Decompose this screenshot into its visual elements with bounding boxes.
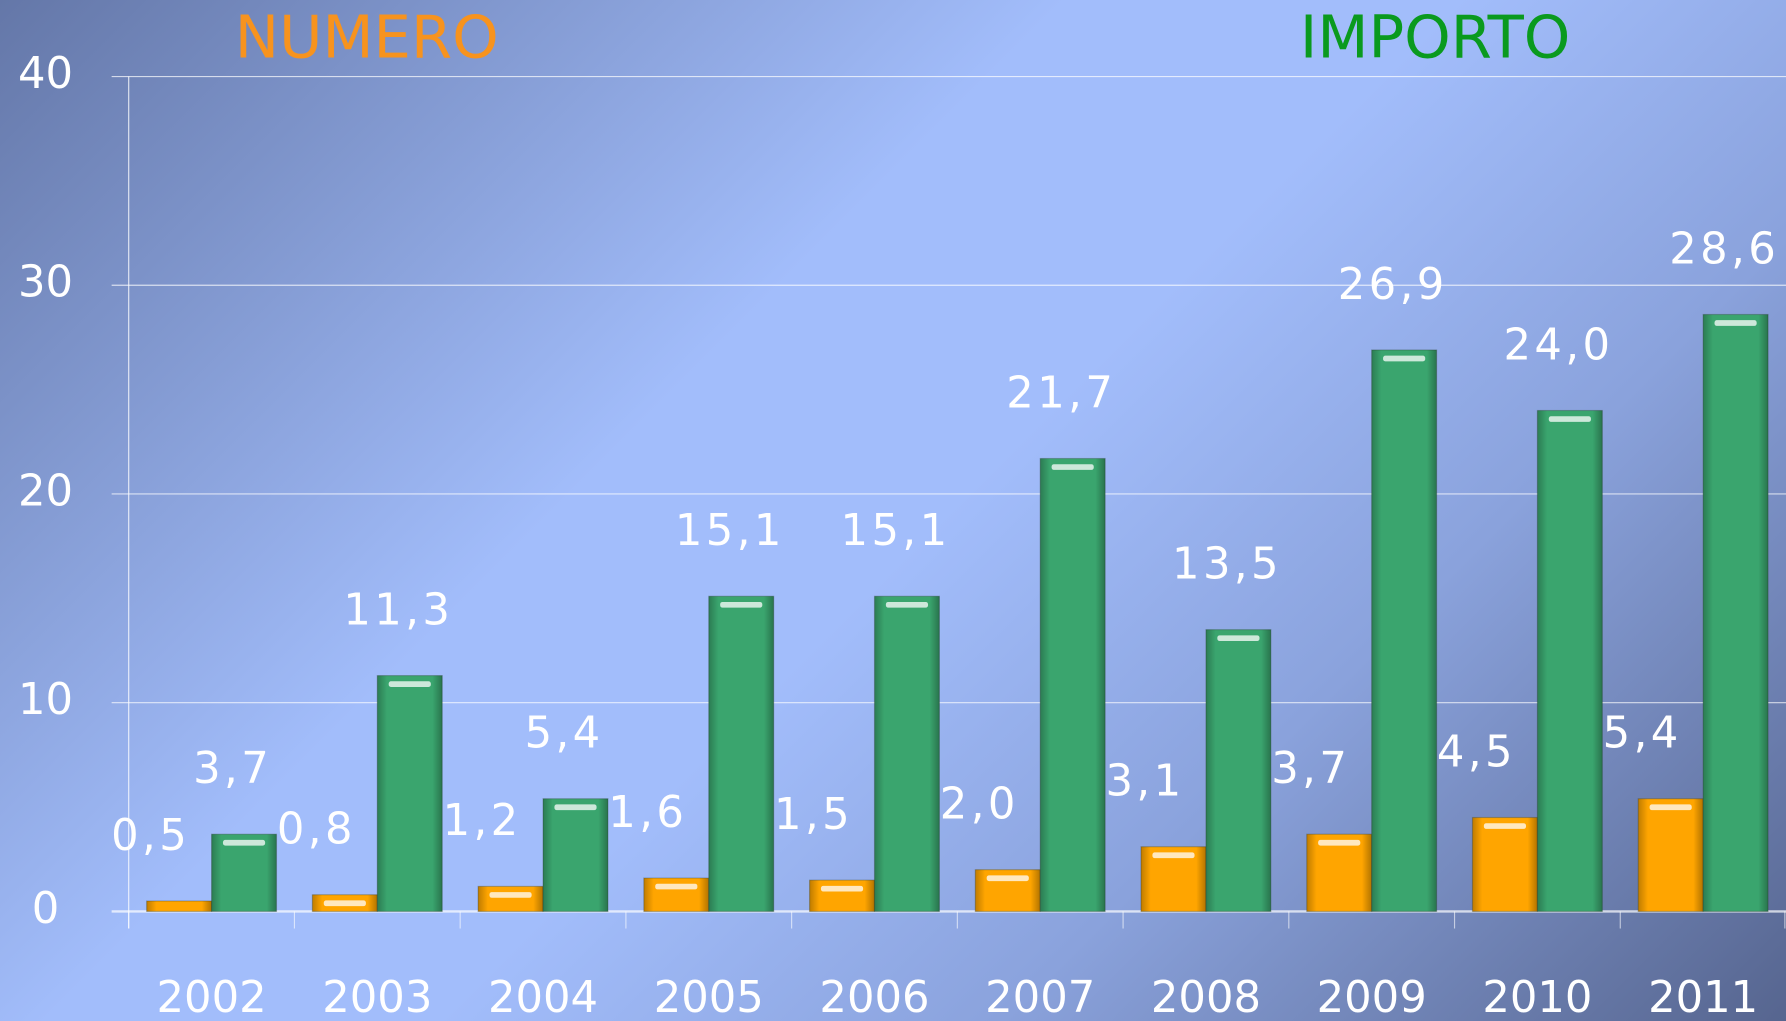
bar-shade (1371, 349, 1437, 912)
y-tick-label: 40 (18, 49, 73, 99)
bar-shade (1638, 798, 1704, 912)
legend-label: IMPORTO (1300, 2, 1571, 71)
data-label: 5,4 (1603, 709, 1682, 759)
data-label: 1,5 (774, 790, 853, 840)
y-tick-label: 10 (18, 675, 73, 725)
data-label: 13,5 (1172, 540, 1282, 590)
bar-shade (146, 901, 212, 912)
x-tick-label: 2005 (654, 973, 764, 1021)
bar-shade (708, 596, 774, 912)
data-label: 5,4 (525, 709, 604, 759)
x-tick-label: 2008 (1151, 973, 1261, 1021)
bar-highlight (554, 804, 597, 811)
bar-highlight (1383, 355, 1426, 362)
bar-highlight (820, 885, 864, 892)
bar-highlight (655, 883, 698, 890)
data-label: 15,1 (841, 506, 951, 556)
bar-highlight (1318, 839, 1361, 846)
data-label: 1,2 (443, 796, 522, 846)
bar-highlight (222, 839, 266, 846)
data-label: 2,0 (940, 780, 1019, 830)
bar-highlight (1483, 823, 1527, 829)
bar-shade (211, 834, 277, 912)
bar-highlight (323, 900, 366, 907)
data-label: 15,1 (675, 506, 785, 556)
bar-highlight (1217, 635, 1260, 642)
bar-shade (874, 596, 940, 912)
data-label: 3,7 (193, 744, 272, 794)
data-label: 28,6 (1669, 224, 1779, 274)
data-label: 0,5 (111, 811, 190, 861)
x-tick-label: 2002 (157, 973, 267, 1021)
x-tick-label: 2004 (488, 973, 598, 1021)
data-label: 3,7 (1271, 744, 1350, 794)
data-label: 0,8 (277, 805, 356, 855)
y-tick-label: 20 (18, 466, 73, 516)
data-label: 1,6 (608, 788, 687, 838)
bar-highlight (885, 601, 929, 608)
bar-shade (643, 878, 709, 912)
data-label: 21,7 (1006, 368, 1116, 418)
bar-highlight (1152, 852, 1195, 859)
bar-shade (1472, 817, 1538, 912)
bar-shade (1205, 629, 1271, 912)
data-label: 26,9 (1338, 260, 1448, 310)
bar-highlight (388, 681, 431, 687)
x-tick-label: 2003 (322, 973, 432, 1021)
bar-shade (478, 886, 544, 912)
bar-shade (1537, 410, 1603, 912)
data-label: 11,3 (343, 585, 453, 635)
bar-highlight (489, 892, 532, 898)
bar-highlight (1649, 804, 1692, 811)
x-tick-label: 2011 (1648, 973, 1758, 1021)
bar-highlight (1051, 464, 1094, 470)
bar-highlight (1714, 320, 1757, 326)
x-tick-label: 2007 (985, 973, 1095, 1021)
bar-highlight (1548, 416, 1591, 422)
data-label: 3,1 (1105, 757, 1184, 807)
bar-highlight (720, 601, 763, 608)
bar-shade (1040, 458, 1106, 912)
x-tick-label: 2006 (819, 973, 929, 1021)
x-tick-label: 2009 (1317, 973, 1427, 1021)
bar-shade (543, 798, 608, 912)
bar-shade (377, 675, 443, 912)
bar-shade (1306, 834, 1372, 912)
data-label: 4,5 (1437, 727, 1516, 777)
y-tick-label: 30 (18, 258, 73, 308)
bar-shade (809, 880, 875, 912)
y-tick-label: 0 (32, 884, 60, 934)
x-tick-label: 2010 (1482, 973, 1592, 1021)
data-label: 24,0 (1503, 320, 1613, 370)
legend-label: NUMERO (235, 2, 499, 71)
bar-shade (1703, 314, 1769, 912)
bar-highlight (986, 875, 1029, 882)
